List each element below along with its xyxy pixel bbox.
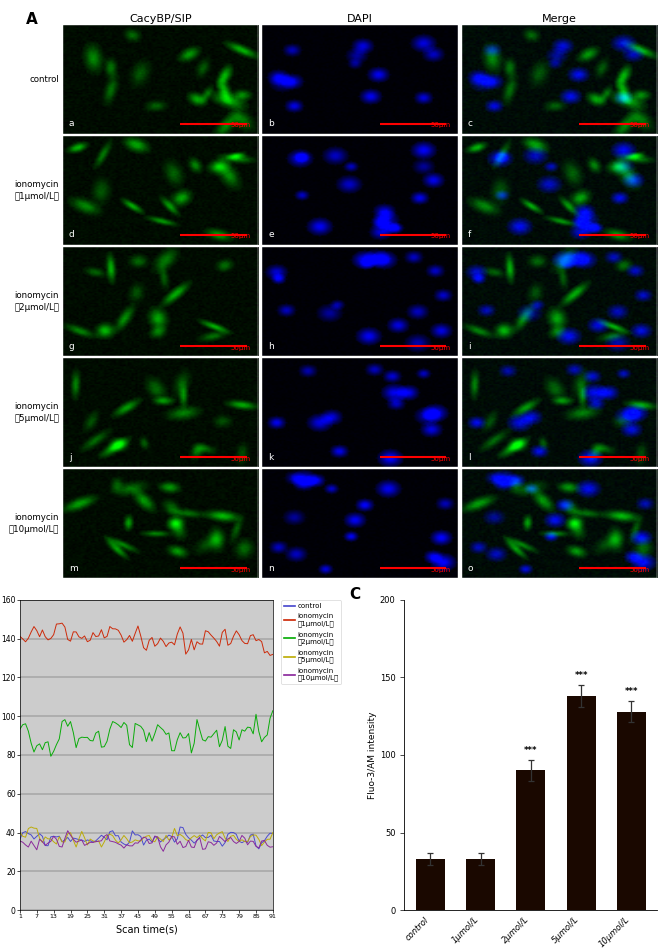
Text: A: A [26, 12, 38, 27]
Text: d: d [69, 230, 74, 240]
Text: o: o [467, 563, 473, 573]
Text: c: c [467, 119, 473, 129]
Text: 50μm: 50μm [230, 455, 250, 462]
Text: f: f [467, 230, 471, 240]
Text: Merge: Merge [542, 14, 577, 25]
Text: 50μm: 50μm [430, 567, 450, 573]
Text: 50μm: 50μm [230, 567, 250, 573]
Text: 50μm: 50μm [629, 344, 649, 351]
Text: ionomycin
（5μmol/L）: ionomycin （5μmol/L） [14, 402, 59, 423]
Bar [617, 712, 646, 910]
Bar [517, 771, 545, 910]
Bar [416, 859, 445, 910]
Text: 50μm: 50μm [629, 455, 649, 462]
Text: ionomycin
（1μmol/L）: ionomycin （1μmol/L） [14, 180, 59, 201]
Text: l: l [467, 452, 470, 462]
Text: control: control [29, 75, 59, 84]
Text: 50μm: 50μm [629, 567, 649, 573]
Text: b: b [268, 119, 274, 129]
Legend: control, ionomycin
（1μmol/L）, ionomycin
（2μmol/L）, ionomycin
（5μmol/L）, ionomyci: control, ionomycin （1μmol/L）, ionomycin … [282, 600, 341, 684]
Text: 50μm: 50μm [629, 122, 649, 129]
Text: ionomycin
（10μmol/L）: ionomycin （10μmol/L） [9, 513, 59, 534]
Text: ***: *** [625, 687, 638, 696]
Text: 50μm: 50μm [430, 344, 450, 351]
Text: ***: *** [574, 671, 588, 681]
Bar [466, 859, 495, 910]
Text: a: a [69, 119, 74, 129]
Text: ***: *** [524, 746, 538, 755]
Text: 50μm: 50μm [230, 122, 250, 129]
Text: CacyBP/SIP: CacyBP/SIP [129, 14, 192, 25]
Bar [566, 696, 596, 910]
Text: j: j [69, 452, 72, 462]
Text: 50μm: 50μm [430, 455, 450, 462]
Text: 50μm: 50μm [430, 122, 450, 129]
Text: n: n [268, 563, 274, 573]
Text: DAPI: DAPI [347, 14, 373, 25]
Text: g: g [69, 341, 74, 351]
Text: h: h [268, 341, 274, 351]
Text: 50μm: 50μm [230, 233, 250, 240]
Text: i: i [467, 341, 470, 351]
Y-axis label: Fluo-3/AM intensity: Fluo-3/AM intensity [368, 711, 377, 799]
Text: m: m [69, 563, 78, 573]
Text: C: C [349, 588, 360, 602]
Text: k: k [268, 452, 274, 462]
Text: 50μm: 50μm [430, 233, 450, 240]
Text: 50μm: 50μm [629, 233, 649, 240]
Text: ionomycin
（2μmol/L）: ionomycin （2μmol/L） [14, 291, 59, 312]
X-axis label: Scan time(s): Scan time(s) [116, 925, 177, 935]
Text: e: e [268, 230, 274, 240]
Text: 50μm: 50μm [230, 344, 250, 351]
